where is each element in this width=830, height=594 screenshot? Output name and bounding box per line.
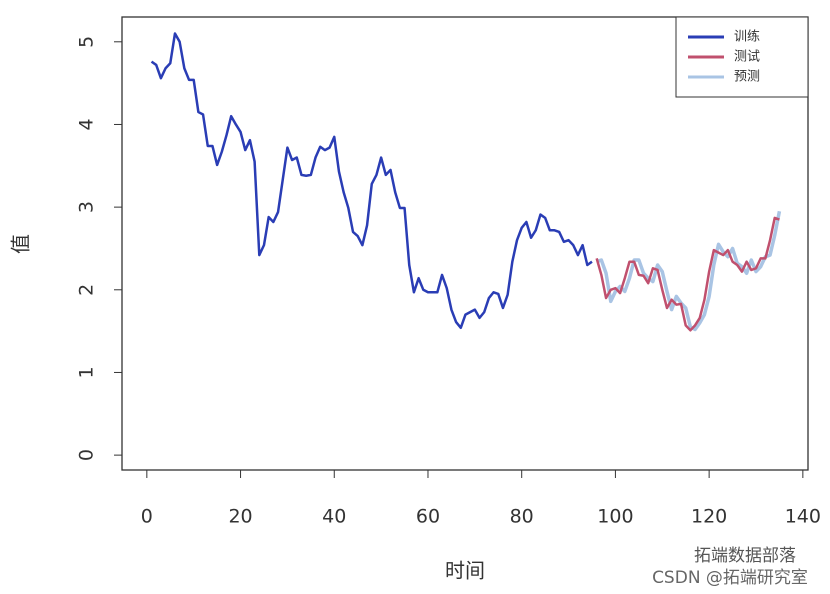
y-axis-label: 值	[9, 234, 33, 254]
legend-label: 预测	[734, 70, 760, 85]
x-tick-label: 100	[597, 506, 633, 528]
x-tick-label: 40	[322, 506, 346, 528]
x-tick-label: 120	[691, 506, 727, 528]
x-tick-label: 20	[228, 506, 252, 528]
series-line	[595, 216, 780, 332]
x-tick-label: 140	[785, 506, 821, 528]
x-tick-label: 80	[510, 506, 534, 528]
y-tick-label: 5	[76, 36, 98, 48]
x-axis-label: 时间	[445, 559, 485, 583]
plot-frame	[121, 16, 809, 471]
y-tick-label: 4	[76, 118, 98, 130]
legend-label: 测试	[734, 50, 760, 65]
y-tick-label: 0	[76, 449, 98, 461]
series-line	[150, 32, 593, 330]
y-tick-label: 2	[76, 284, 98, 296]
x-tick-label: 0	[141, 506, 153, 528]
x-tick-label: 60	[416, 506, 440, 528]
y-tick-label: 1	[76, 366, 98, 378]
watermark: CSDN @拓端研究室	[652, 568, 808, 588]
y-tick-label: 3	[76, 201, 98, 213]
legend-label: 训练	[734, 30, 760, 45]
watermark: 拓端数据部落	[694, 546, 796, 566]
